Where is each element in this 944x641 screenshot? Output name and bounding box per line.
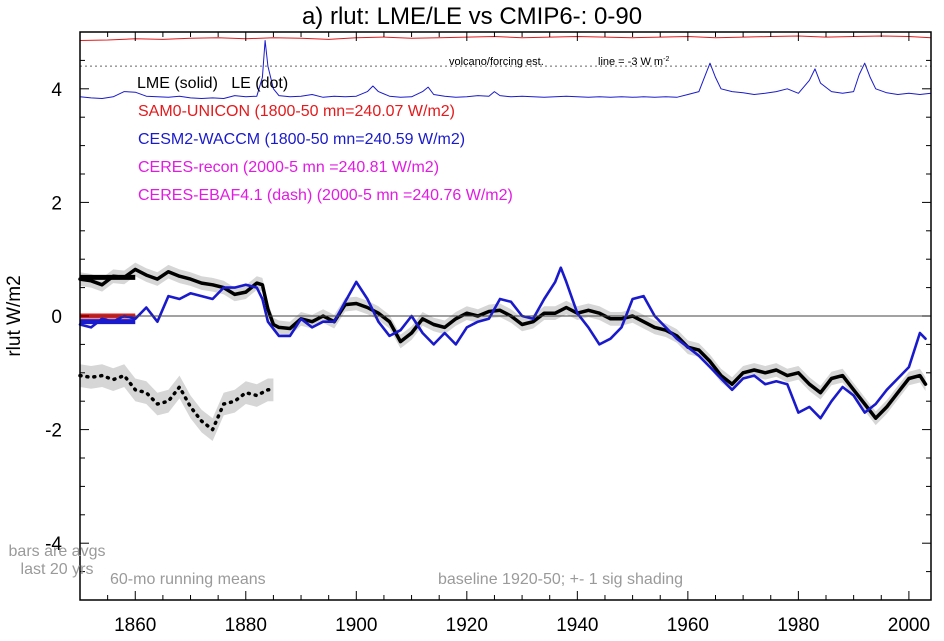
y-tick-label: -2 <box>45 421 62 442</box>
lme-solid-line <box>78 267 928 420</box>
legend-entry-sam0: SAM0-UNICON (1800-50 mn=240.07 W/m2) <box>138 103 455 120</box>
volcano-forcing-est-line <box>79 40 932 99</box>
x-tick-label: 2000 <box>888 615 930 636</box>
line-note: line = -3 W m-2 <box>598 56 669 68</box>
chart-title: a) rlut: LME/LE vs CMIP6-: 0-90 <box>302 3 642 30</box>
x-tick-label: 1880 <box>225 615 267 636</box>
y-tick-label: 0 <box>51 307 62 328</box>
le-dot-sig-band <box>80 364 274 441</box>
y-tick-label: 2 <box>51 193 62 214</box>
le-dot-line <box>78 373 276 432</box>
bars-note-1: bars are avgs <box>9 543 106 560</box>
bars-note-2: last 20 yrs <box>21 561 94 578</box>
legend: LME (solid) LE (dot) SAM0-UNICON (1800-5… <box>137 75 513 204</box>
baseline-note: baseline 1920-50; +- 1 sig shading <box>438 571 683 588</box>
axis-ticks: 1860 1880 1900 1920 1940 1960 1980 2000 -4 -2 0 2 4 <box>45 31 931 636</box>
legend-header: LME (solid) LE (dot) <box>137 75 288 92</box>
volcano-label: volcano/forcing est. <box>449 56 544 68</box>
x-tick-label: 1900 <box>335 615 377 636</box>
y-axis-label: rlut W/m2 <box>4 275 25 356</box>
plot-area <box>78 35 932 441</box>
x-tick-label: 1860 <box>114 615 156 636</box>
x-tick-label: 1960 <box>667 615 709 636</box>
x-tick-label: 1980 <box>777 615 819 636</box>
legend-entry-ceres-recon: CERES-recon (2000-5 mn =240.81 W/m2) <box>138 159 439 176</box>
cesm2-waccm-line <box>78 266 927 420</box>
legend-entry-cesm2: CESM2-WACCM (1800-50 mn=240.59 W/m2) <box>138 131 465 148</box>
legend-entry-ceres-ebaf: CERES-EBAF4.1 (dash) (2000-5 mn =240.76 … <box>138 187 513 204</box>
x-tick-label: 1940 <box>556 615 598 636</box>
y-tick-label: -4 <box>45 534 62 555</box>
annotations: volcano/forcing est. line = -3 W m-2 bar… <box>9 56 684 588</box>
x-tick-label: 1920 <box>446 615 488 636</box>
running-means-note: 60-mo running means <box>110 571 266 588</box>
sam0-unicon-line <box>79 35 932 41</box>
lme-solid-sig-band <box>80 262 926 426</box>
y-tick-label: 4 <box>51 80 62 101</box>
